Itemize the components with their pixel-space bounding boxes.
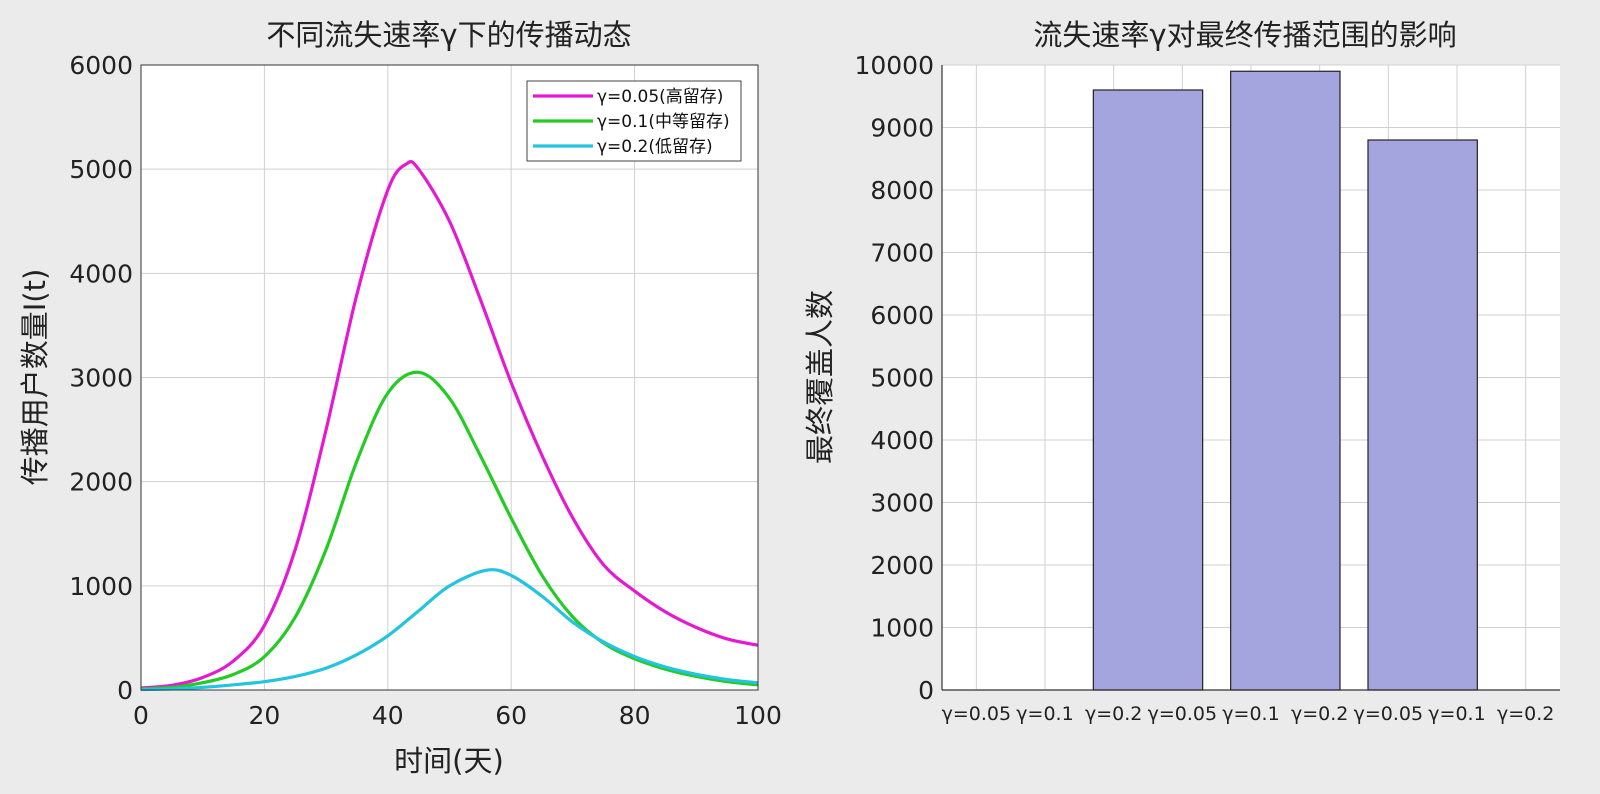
line-x-tick-label: 80 [619, 701, 651, 730]
line-y-tick-label: 1000 [69, 572, 133, 601]
line-chart-legend: γ=0.05(高留存) γ=0.1(中等留存) γ=0.2(低留存) [526, 80, 742, 162]
bar-y-tick-label: 8000 [870, 176, 934, 205]
bar-x-tick-label: γ=0.05 [1354, 703, 1423, 725]
bar-0 [1092, 89, 1204, 691]
line-y-tick-label: 6000 [69, 51, 133, 80]
series-line-0 [140, 159, 759, 690]
line-chart-series [140, 159, 759, 692]
bar-y-tick-label: 7000 [870, 239, 934, 268]
line-y-tick-label: 0 [117, 676, 133, 705]
bar-x-tick-label: γ=0.2 [1497, 703, 1554, 725]
bar-y-tick-label: 5000 [870, 364, 934, 393]
line-y-tick-label: 2000 [69, 468, 133, 497]
line-chart-frame [140, 64, 759, 691]
bar-y-tick-label: 4000 [870, 426, 934, 455]
bar-chart-bars [1092, 70, 1478, 691]
series-line-1 [140, 370, 759, 691]
bar-x-tick-label: γ=0.1 [1016, 703, 1073, 725]
bar-y-tick-label: 3000 [870, 489, 934, 518]
line-y-tick-label: 5000 [69, 155, 133, 184]
line-x-tick-label: 60 [495, 701, 527, 730]
legend-label-0: γ=0.05(高留存) [597, 87, 723, 107]
bar-y-tick-label: 1000 [870, 614, 934, 643]
line-chart: 不同流失速率γ下的传播动态 0 20 40 60 80 10001000200030004… [18, 18, 782, 778]
line-chart-title: 不同流失速率γ下的传播动态 [266, 18, 631, 52]
bar-x-tick-label: γ=0.05 [942, 703, 1011, 725]
bar-chart-ylabel: 最终覆盖人数 [803, 290, 837, 464]
legend-label-2: γ=0.2(低留存) [597, 137, 713, 157]
bar-x-tick-label: γ=0.2 [1085, 703, 1142, 725]
bar-chart-ticks: 0 1000 2000 3000 4000 5000 6000 7000 8000 9000 100… [854, 51, 1554, 725]
bar-x-tick-label: γ=0.1 [1222, 703, 1279, 725]
bar-x-tick-label: γ=0.2 [1291, 703, 1348, 725]
line-y-tick-label: 4000 [69, 259, 133, 288]
bar-1 [1230, 70, 1341, 691]
line-chart-ylabel: 传播用户数量I(t) [18, 269, 52, 486]
line-x-tick-label: 20 [248, 701, 280, 730]
bar-x-tick-label: γ=0.1 [1428, 703, 1485, 725]
bar-y-tick-label: 10000 [854, 51, 934, 80]
line-x-tick-label: 100 [734, 701, 782, 730]
line-x-tick-label: 0 [133, 701, 149, 730]
line-chart-xlabel: 时间(天) [394, 744, 504, 778]
line-y-tick-label: 3000 [69, 364, 133, 393]
bar-y-tick-label: 9000 [870, 114, 934, 143]
bar-chart-title: 流失速率γ对最终传播范围的影响 [1033, 18, 1456, 52]
bar-chart: 流失速率γ对最终传播范围的影响 0 1000 2000 3000 4000 5000 600… [803, 18, 1560, 725]
bar-y-tick-label: 6000 [870, 301, 934, 330]
legend-label-1: γ=0.1(中等留存) [597, 112, 730, 132]
line-x-tick-label: 40 [372, 701, 404, 730]
bar-2 [1367, 139, 1478, 691]
bar-y-tick-label: 0 [918, 676, 934, 705]
bar-x-tick-label: γ=0.05 [1148, 703, 1217, 725]
series-line-2 [140, 568, 759, 692]
bar-y-tick-label: 2000 [870, 551, 934, 580]
